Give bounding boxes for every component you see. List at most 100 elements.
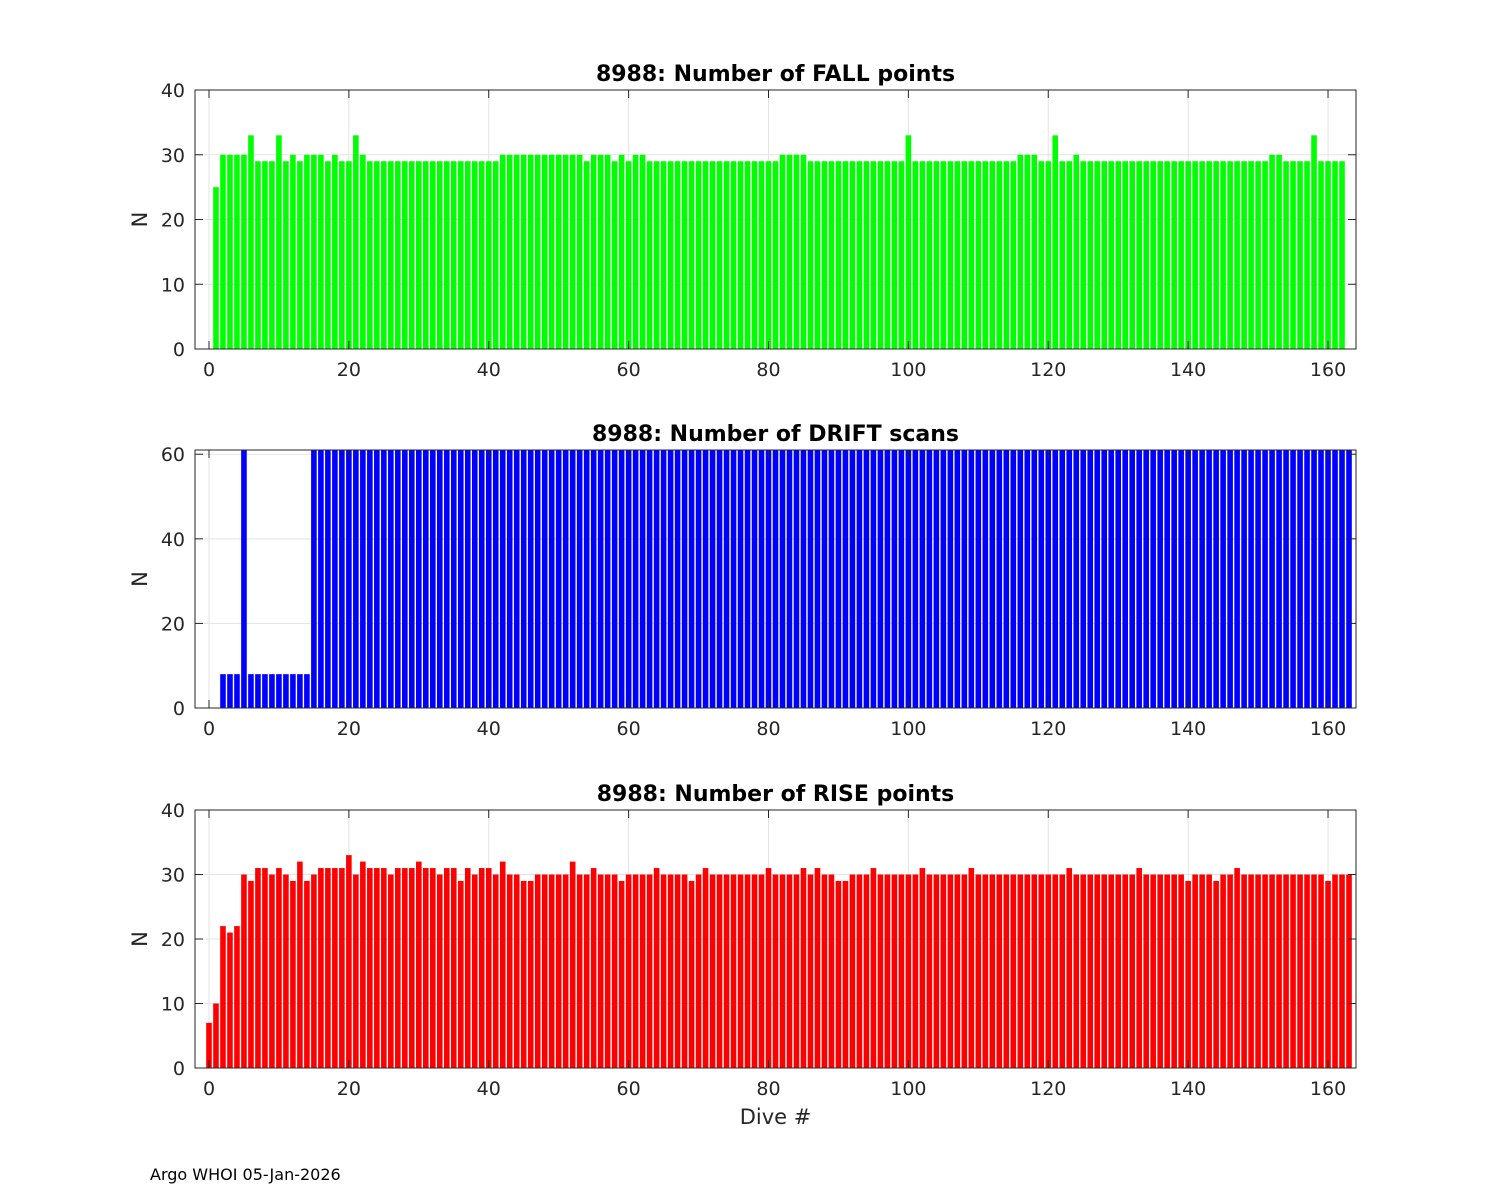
fall-bar xyxy=(646,161,653,349)
drift-bar xyxy=(339,450,345,708)
rise-bar xyxy=(311,874,317,1068)
drift-bar xyxy=(1290,450,1296,708)
drift-xtick-label: 60 xyxy=(617,718,641,740)
fall-bar xyxy=(1171,161,1177,349)
rise-bar xyxy=(1073,874,1080,1068)
fall-bar xyxy=(1059,161,1066,349)
rise-bar xyxy=(779,874,786,1068)
drift-bar xyxy=(1241,450,1247,708)
fall-bar xyxy=(227,154,233,349)
rise-bar xyxy=(527,880,534,1068)
drift-bar xyxy=(353,450,359,708)
drift-bar xyxy=(520,450,527,708)
rise-bar xyxy=(583,874,590,1068)
rise-bar xyxy=(506,874,513,1068)
fall-bar xyxy=(1108,161,1115,349)
drift-bar xyxy=(919,450,926,708)
fall-bar xyxy=(982,161,989,349)
drift-ytick-label: 20 xyxy=(161,613,185,635)
fall-bar xyxy=(597,154,604,349)
rise-bar xyxy=(1094,874,1101,1068)
drift-bar xyxy=(856,450,863,708)
drift-bar xyxy=(1171,450,1177,708)
drift-bar xyxy=(989,450,996,708)
drift-bar xyxy=(276,674,282,708)
fall-bar xyxy=(416,161,422,349)
drift-bar xyxy=(1073,450,1080,708)
rise-bar xyxy=(1066,868,1073,1068)
drift-bar xyxy=(555,450,562,708)
drift-bar xyxy=(779,450,786,708)
drift-xtick-label: 140 xyxy=(1170,718,1206,740)
fall-bar xyxy=(576,154,583,349)
rise-bar xyxy=(975,874,982,1068)
rise-xtick-label: 80 xyxy=(756,1078,780,1100)
rise-bar xyxy=(597,874,604,1068)
drift-bar xyxy=(1164,450,1170,708)
rise-bar xyxy=(884,874,891,1068)
rise-bar xyxy=(1080,874,1087,1068)
drift-bar xyxy=(597,450,604,708)
rise-bar xyxy=(1171,874,1177,1068)
fall-bar xyxy=(1332,161,1338,349)
drift-bar xyxy=(947,450,954,708)
drift-bar xyxy=(940,450,947,708)
drift-bar xyxy=(1220,450,1226,708)
rise-bar xyxy=(423,868,429,1068)
rise-bar xyxy=(982,874,989,1068)
drift-ytick-label: 0 xyxy=(173,698,185,720)
rise-bar xyxy=(534,874,541,1068)
drift-bar xyxy=(304,674,310,708)
drift-bar xyxy=(1157,450,1163,708)
rise-bar xyxy=(814,868,821,1068)
fall-bar xyxy=(863,161,870,349)
rise-bar xyxy=(339,868,345,1068)
drift-bar xyxy=(1178,450,1184,708)
rise-bar xyxy=(723,874,730,1068)
rise-bar xyxy=(1227,874,1233,1068)
fall-bar xyxy=(611,161,618,349)
fall-bar xyxy=(716,161,723,349)
rise-bar xyxy=(492,874,499,1068)
drift-bar xyxy=(1017,450,1024,708)
fall-bar xyxy=(1080,161,1087,349)
fall-bar xyxy=(346,161,352,349)
rise-bar xyxy=(1185,880,1191,1068)
drift-bar xyxy=(653,450,660,708)
rise-xtick-label: 40 xyxy=(477,1078,501,1100)
rise-bar xyxy=(793,874,800,1068)
fall-bar xyxy=(429,161,436,349)
fall-bar xyxy=(1290,161,1296,349)
fall-bar xyxy=(1017,154,1024,349)
rise-bar xyxy=(968,868,975,1068)
drift-bar xyxy=(1332,450,1338,708)
drift-bar xyxy=(325,450,331,708)
drift-bar xyxy=(954,450,961,708)
fall-bar xyxy=(632,154,639,349)
fall-panel: 0 20 40 60 80 100 120 140 160 0 10 20 30 40 8988: Numb… xyxy=(128,62,1357,381)
rise-bar xyxy=(255,868,261,1068)
rise-bar xyxy=(807,874,814,1068)
drift-bar xyxy=(297,674,303,708)
fall-bar xyxy=(898,161,905,349)
rise-xtick-label: 140 xyxy=(1170,1078,1206,1100)
fall-bar xyxy=(1122,161,1128,349)
fall-bar xyxy=(877,161,884,349)
fall-xtick-label: 100 xyxy=(890,359,926,381)
rise-bar xyxy=(1059,874,1066,1068)
rise-bar xyxy=(1262,874,1268,1068)
fall-bar xyxy=(332,154,338,349)
fall-bar xyxy=(653,161,660,349)
rise-bar xyxy=(786,874,793,1068)
fall-bar xyxy=(1024,154,1031,349)
drift-xtick-label: 20 xyxy=(337,718,361,740)
drift-bar xyxy=(1143,450,1149,708)
rise-bar xyxy=(513,874,520,1068)
drift-bar xyxy=(499,450,506,708)
drift-bar xyxy=(660,450,667,708)
rise-bar xyxy=(919,868,926,1068)
fall-bar xyxy=(220,154,226,349)
drift-bar xyxy=(975,450,982,708)
drift-bar xyxy=(1311,450,1317,708)
footer-credit: Argo WHOI 05-Jan-2026 xyxy=(150,1165,341,1184)
